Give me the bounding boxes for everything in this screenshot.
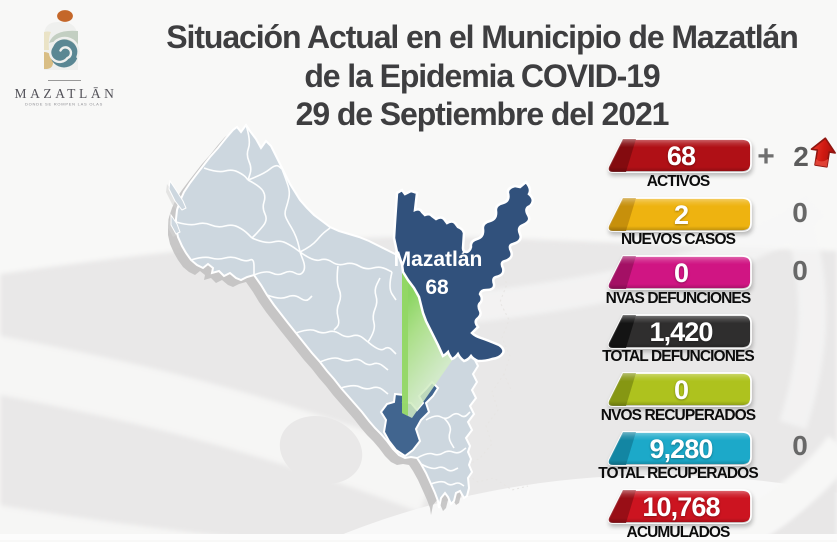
svg-text:68: 68 — [425, 276, 449, 299]
svg-text:DONDE SE ROMPEN LAS OLAS: DONDE SE ROMPEN LAS OLAS — [25, 102, 103, 107]
svg-text:MAZATLĀN: MAZATLĀN — [14, 86, 117, 101]
svg-text:Mazatlán: Mazatlán — [394, 248, 483, 271]
